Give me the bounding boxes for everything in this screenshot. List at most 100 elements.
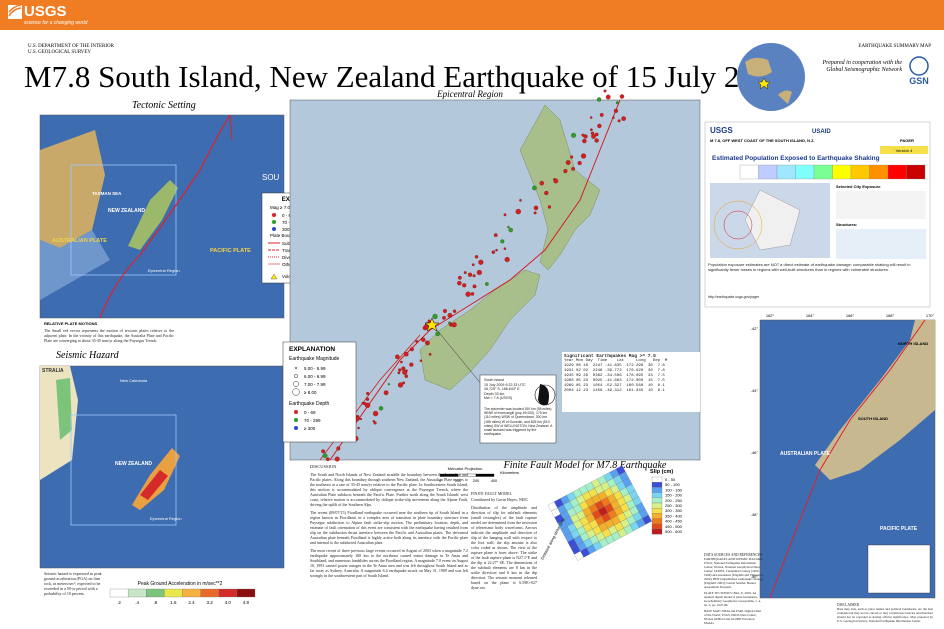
- section-heading: Finite Fault Model for M7.8 Earthquake: [503, 460, 667, 471]
- scale-label: 3.2: [207, 600, 214, 605]
- earthquake: [596, 97, 602, 102]
- earthquake: [474, 255, 479, 259]
- lat-tick: -50°: [751, 574, 759, 579]
- sources-title: DATA SOURCES AND REFERENCES: [704, 553, 763, 557]
- table-row: 2004 12 23 1459 -49.312 161.345 10 8.1: [564, 389, 665, 393]
- scale-swatch: [164, 588, 183, 598]
- alert-level: [880, 146, 928, 154]
- earthquake: [615, 101, 619, 105]
- earthquake: [359, 417, 363, 421]
- finite-fault-title: FINITE FAULT MODEL: [471, 492, 513, 496]
- caption: The Small red vector represents the moti…: [44, 328, 174, 343]
- map-label: NEW ZEALAND: [108, 208, 145, 214]
- earthquake: [442, 308, 447, 313]
- lon-tick: 162°: [766, 313, 775, 318]
- scale-label: 50 - 100: [665, 482, 680, 487]
- scale-label: 300 - 350: [665, 508, 683, 513]
- scale-label: 350 - 400: [665, 513, 683, 518]
- lat-tick: -46°: [751, 450, 759, 455]
- legend-title: EXPLANATION: [289, 346, 335, 353]
- legend-subtitle: Earthquake Magnitude: [289, 356, 340, 362]
- table-row: 1929 06 16 2247 -41.835 172.296 30 7.8: [564, 364, 665, 368]
- legend-symbol: [293, 373, 299, 379]
- discussion-body: The South and North Islands of New Zeala…: [310, 472, 468, 578]
- earthquake: [397, 371, 401, 375]
- subfault: [642, 514, 652, 525]
- legend-item: 6.00 - 6.99: [304, 374, 326, 379]
- discussion-paragraph: The most recent of three previous large …: [310, 548, 468, 579]
- earthquake: [452, 309, 457, 313]
- legend-subtitle: Plate Boundary: [270, 233, 302, 238]
- earthquake: [533, 211, 537, 215]
- scale-label: 400: [491, 479, 497, 483]
- earthquake: [582, 138, 587, 144]
- pager-partner: USAID: [812, 129, 831, 135]
- intensity-cell: [739, 164, 759, 180]
- earthquake: [594, 132, 599, 137]
- map-label: Epicentral Region: [150, 516, 182, 521]
- earthquake: [404, 374, 409, 378]
- table-row: 1989 05 23 1054 -52.327 160.568 10 8.1: [564, 384, 665, 388]
- intensity-cell: [869, 164, 889, 180]
- earthquake: [571, 132, 577, 138]
- inset-text: South Island 15 July 2009 9:22:33 UTC 45…: [484, 378, 536, 401]
- scale-swatch: [200, 588, 219, 598]
- scale-swatch: [651, 492, 663, 498]
- inset-depth: Depth 33 km: [484, 391, 505, 396]
- earthquake: [402, 369, 408, 375]
- nz-land: [128, 180, 178, 250]
- earthquake: [547, 205, 552, 209]
- earthquake: [491, 250, 496, 254]
- earthquake: [532, 185, 537, 191]
- earthquake: [363, 402, 367, 406]
- discussion-paragraph: The recent (09/07/15) Fiordland earthqua…: [310, 510, 468, 546]
- slip-grid: [547, 465, 652, 561]
- map-label: TASMAN SEA: [92, 191, 122, 196]
- globe: [737, 43, 805, 111]
- earthquake: [409, 362, 414, 367]
- earthquake: [485, 282, 489, 286]
- epicenter: [424, 317, 440, 332]
- earthquake: [519, 199, 522, 202]
- earthquake: [397, 382, 404, 388]
- map-label: Epicentral Region: [148, 268, 180, 273]
- legend-subtitle: Earthquake Depth: [289, 401, 330, 407]
- scale-swatch: [651, 513, 663, 519]
- earthquake: [472, 284, 477, 289]
- earthquake: [580, 153, 587, 159]
- map-label: New Caledonia: [120, 378, 148, 383]
- earthquake: [478, 259, 484, 265]
- map-label: SOUTH ISLAND: [858, 416, 888, 421]
- intensity-cell: [887, 164, 907, 180]
- earthquake: [599, 113, 604, 117]
- caption-title: RELATIVE PLATE MOTIONS: [44, 321, 98, 326]
- table-title: Significant Earthquakes Mag >= 7.5: [564, 354, 656, 359]
- earthquake: [577, 160, 582, 166]
- north-island: [519, 104, 601, 271]
- inset-location: 45.725° S, 166.643° E: [484, 387, 520, 392]
- scale-label: 0 - 50: [665, 477, 676, 482]
- earthquake: [372, 410, 379, 417]
- earthquake: [383, 390, 389, 396]
- source-item: PLATE TECTONICS: Bird, P., 2003, An upda…: [704, 591, 761, 608]
- earthquake: [591, 134, 596, 139]
- australia-land: [40, 130, 105, 248]
- scale-swatch: [651, 523, 663, 530]
- scale-swatch: [146, 588, 165, 598]
- scale-label: 2.4: [188, 600, 195, 605]
- earthquake: [336, 446, 341, 451]
- legend-item: 70 - 299: [304, 418, 321, 423]
- scale-label: 0: [439, 479, 441, 483]
- legend-symbol: [294, 410, 298, 414]
- source-item: BASE MAP: NIMA and ESRI, Digital Chart o…: [704, 609, 762, 626]
- earthquake: [421, 337, 426, 342]
- legend-item: Others: [282, 262, 296, 267]
- earthquake: [507, 225, 510, 229]
- plate-boundary: [769, 319, 926, 599]
- pager-version: Version 4: [896, 148, 913, 153]
- table-box: [562, 352, 700, 412]
- inset-box: [479, 374, 557, 444]
- intensity-cell: [850, 164, 870, 180]
